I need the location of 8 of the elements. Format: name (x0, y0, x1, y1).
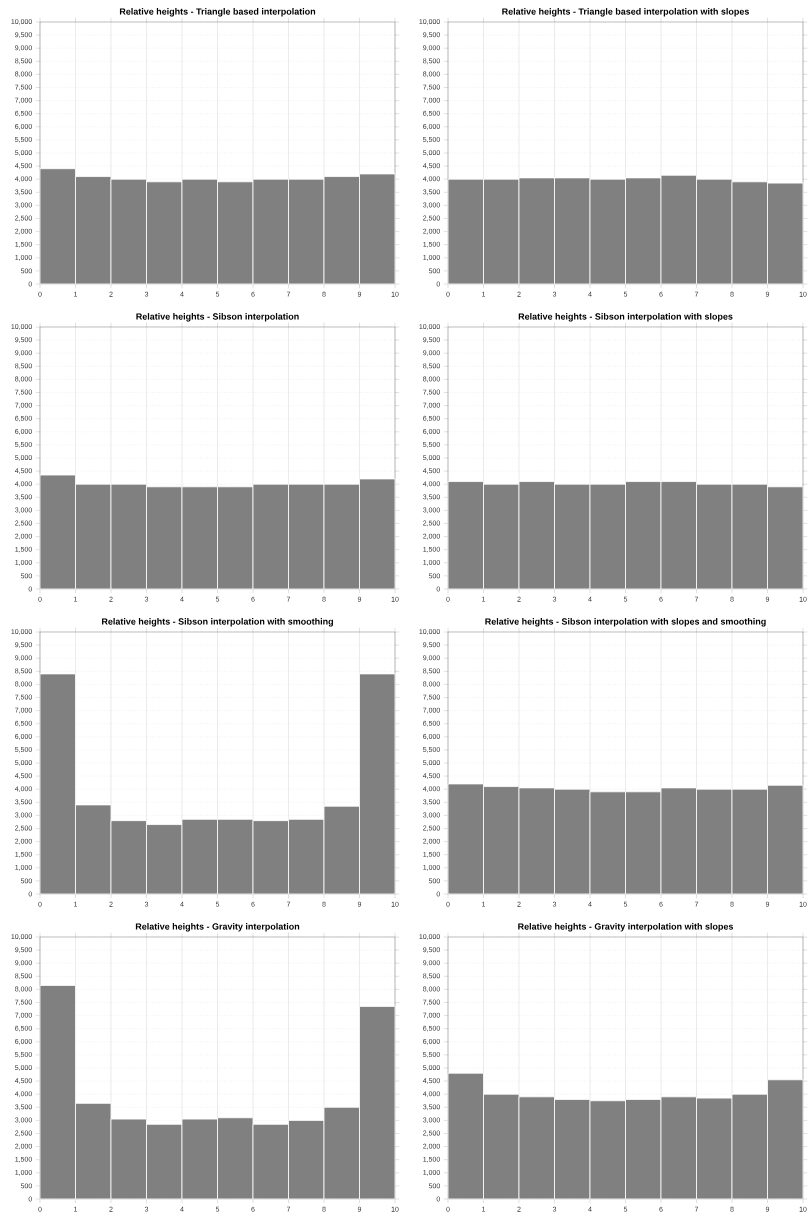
chart-title: Relative heights - Gravity interpolation with slopes (518, 923, 734, 932)
chart-title: Relative heights - Triangle based interpolation (119, 8, 316, 17)
chart-title: Relative heights - Sibson interpolation (136, 313, 299, 322)
chart-title: Relative heights - Sibson interpolation with smoothing (102, 618, 333, 627)
chart-title: Relative heights - Sibson interpolation with slopes and smoothing (485, 618, 766, 627)
chart-title: Relative heights - Gravity interpolation (135, 923, 300, 932)
chart-title: Relative heights - Triangle based interpolation with slopes (502, 8, 749, 17)
chart-title: Relative heights - Sibson interpolation with slopes (518, 313, 733, 322)
